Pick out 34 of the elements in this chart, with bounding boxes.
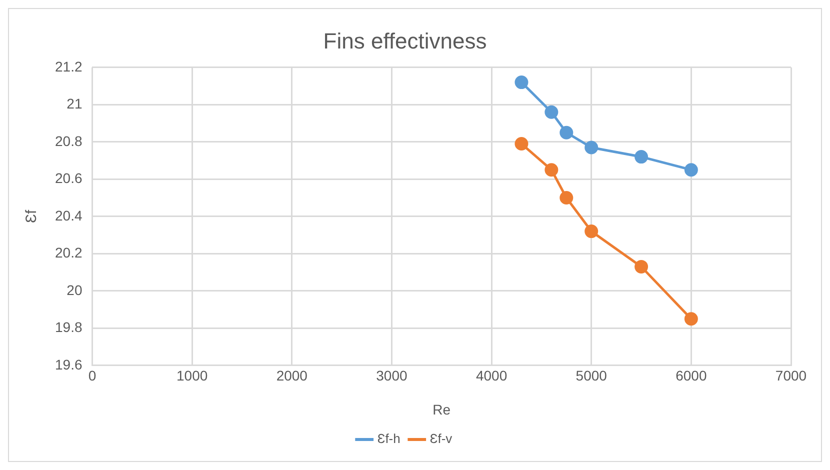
x-tick-label: 4000	[476, 368, 508, 384]
x-tick-label: 6000	[676, 368, 707, 384]
y-tick-label: 19.6	[55, 356, 82, 372]
y-tick-label: 20	[66, 282, 82, 298]
point	[544, 105, 558, 119]
y-tick-label: 21	[66, 96, 82, 112]
point	[514, 76, 528, 90]
y-tick-label: 20.2	[55, 244, 82, 261]
point	[544, 163, 558, 177]
y-tick-label: 21.2	[55, 58, 82, 74]
point	[584, 140, 598, 154]
x-tick-label: 1000	[176, 368, 208, 384]
y-tick-label: 20.4	[55, 207, 82, 224]
x-tick-label: 0	[88, 368, 96, 384]
chart-title: Fins effectivness	[323, 28, 487, 54]
x-tick-label: 2000	[276, 368, 308, 384]
y-tick-label: 20.6	[55, 170, 82, 186]
point	[684, 312, 698, 326]
point	[514, 137, 528, 151]
y-tick-label: 19.8	[55, 319, 82, 336]
point	[560, 191, 574, 205]
x-tick-label: 3000	[376, 368, 408, 384]
point	[560, 126, 574, 140]
x-tick-label: 5000	[576, 368, 608, 384]
y-axis-title: Ɛf	[23, 208, 40, 224]
point	[634, 150, 648, 164]
legend-label: Ɛf-h	[377, 431, 400, 446]
x-axis-title: Re	[432, 401, 451, 418]
x-tick-label: 7000	[775, 368, 807, 384]
y-tick-label: 20.8	[55, 132, 82, 149]
point	[684, 163, 698, 177]
point	[634, 260, 648, 274]
point	[584, 224, 598, 238]
legend-label: Ɛf-v	[430, 431, 453, 446]
